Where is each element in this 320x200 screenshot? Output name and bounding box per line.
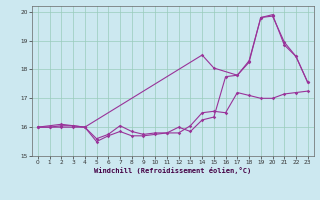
X-axis label: Windchill (Refroidissement éolien,°C): Windchill (Refroidissement éolien,°C) xyxy=(94,167,252,174)
